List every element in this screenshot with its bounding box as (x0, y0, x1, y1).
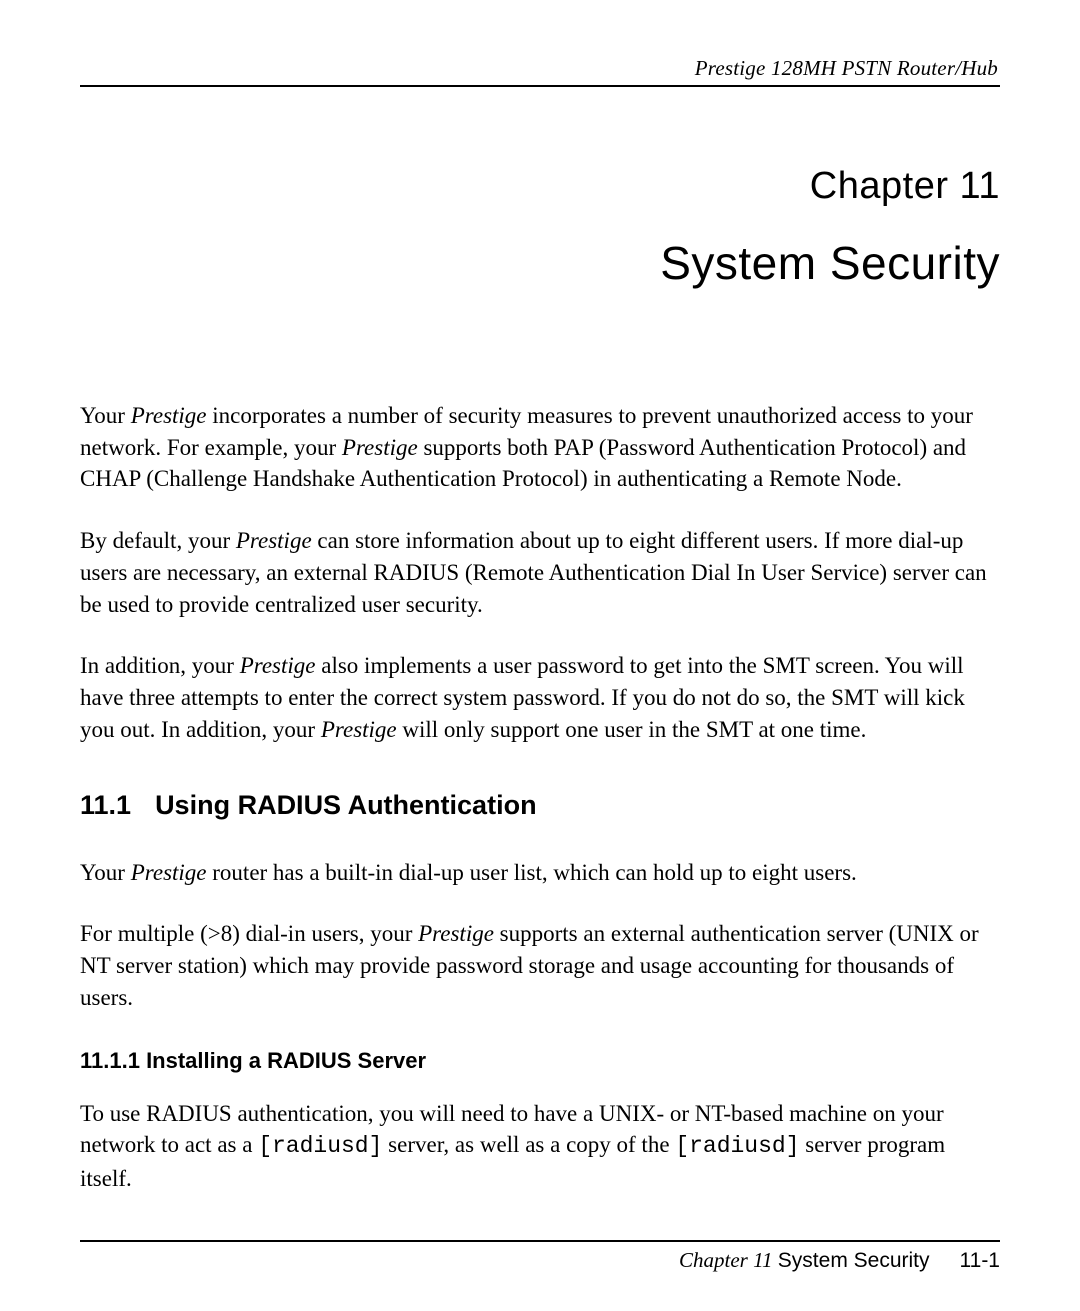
text-run: will only support one user in the SMT at… (397, 717, 867, 742)
footer-text: Chapter 11 System Security 11-1 (80, 1248, 1000, 1273)
page-footer: Chapter 11 System Security 11-1 (80, 1240, 1000, 1273)
footer-chapter-title: System Security (778, 1249, 930, 1272)
paragraph-intro-1: Your Prestige incorporates a number of s… (80, 400, 1000, 495)
text-run: Your (80, 403, 131, 428)
paragraph-intro-2: By default, your Prestige can store info… (80, 525, 1000, 620)
header-rule (80, 85, 1000, 87)
paragraph-subsection-1: To use RADIUS authentication, you will n… (80, 1098, 1000, 1195)
section-title: Using RADIUS Authentication (155, 790, 537, 820)
product-name: Prestige (342, 435, 418, 460)
footer-rule (80, 1240, 1000, 1242)
paragraph-intro-3: In addition, your Prestige also implemen… (80, 650, 1000, 745)
section-heading-11-1: 11.1 Using RADIUS Authentication (80, 790, 1000, 821)
document-page: Prestige 128MH PSTN Router/Hub Chapter 1… (0, 0, 1080, 1245)
paragraph-section-2: For multiple (>8) dial-in users, your Pr… (80, 918, 1000, 1013)
text-run: For multiple (>8) dial-in users, your (80, 921, 418, 946)
chapter-number: Chapter 11 (80, 165, 1000, 208)
code-literal: [radiusd] (258, 1133, 382, 1159)
product-name: Prestige (236, 528, 312, 553)
subsection-heading-11-1-1: 11.1.1 Installing a RADIUS Server (80, 1048, 1000, 1074)
code-literal: [radiusd] (675, 1133, 799, 1159)
product-name: Prestige (418, 921, 494, 946)
section-number: 11.1 (80, 790, 131, 821)
text-run: Your (80, 860, 131, 885)
text-run: server, as well as a copy of the (382, 1132, 675, 1157)
product-name: Prestige (240, 653, 316, 678)
paragraph-section-1: Your Prestige router has a built-in dial… (80, 857, 1000, 889)
page-header: Prestige 128MH PSTN Router/Hub (80, 56, 1000, 81)
product-name: Prestige (321, 717, 397, 742)
product-name: Prestige (131, 403, 207, 428)
text-run: In addition, your (80, 653, 240, 678)
footer-page-number: 11-1 (960, 1249, 1000, 1272)
footer-chapter-label: Chapter 11 (679, 1248, 778, 1272)
text-run: router has a built-in dial-up user list,… (207, 860, 857, 885)
text-run: By default, your (80, 528, 236, 553)
chapter-title: System Security (80, 236, 1000, 290)
product-name: Prestige (131, 860, 207, 885)
body-content: Your Prestige incorporates a number of s… (80, 400, 1000, 1195)
